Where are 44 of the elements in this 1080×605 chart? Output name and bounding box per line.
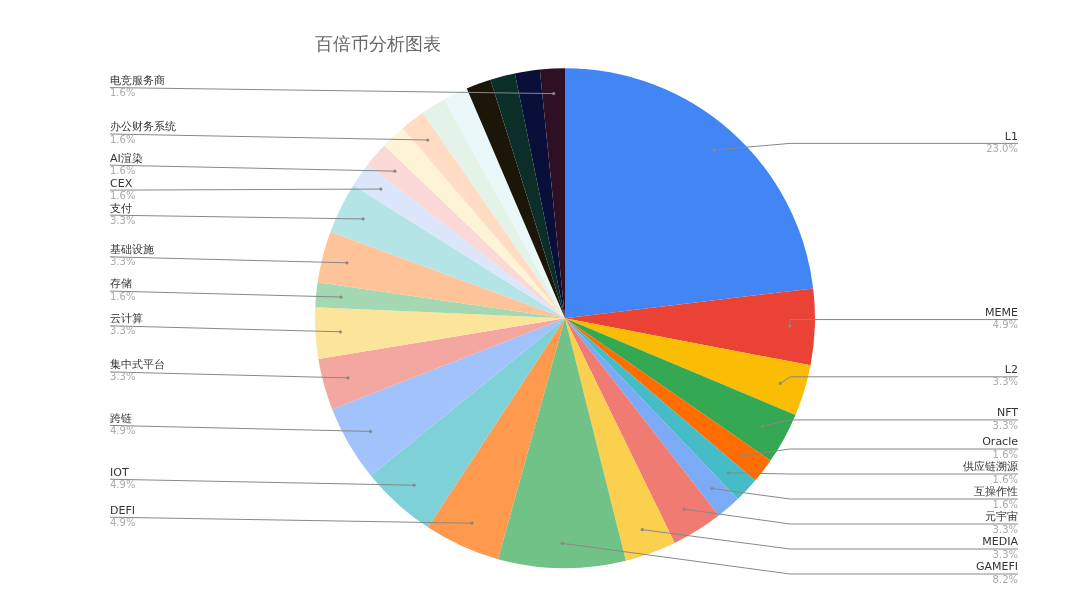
data-label: 1.6% (110, 290, 136, 302)
slice-label: 供应链溯源 (963, 460, 1018, 474)
data-label: 1.6% (110, 164, 136, 176)
data-label: 3.3% (992, 523, 1018, 535)
data-label: 23.0% (986, 143, 1018, 154)
data-label: 8.2% (992, 573, 1018, 585)
data-label: 1.6% (110, 133, 136, 145)
slice-label: 办公财务系统 (110, 120, 176, 134)
slice-label: MEDIA (982, 535, 1019, 549)
data-label: 1.6% (110, 87, 136, 99)
slice-label: NFT (996, 406, 1019, 420)
data-label: 4.9% (110, 516, 136, 528)
slice-label: Oracle (982, 435, 1019, 449)
data-label: 4.9% (110, 425, 136, 437)
slice-label: 跨链 (110, 411, 132, 425)
data-label: 4.9% (110, 478, 136, 490)
data-label: 1.6% (992, 473, 1018, 485)
data-label: 3.3% (992, 419, 1018, 431)
slice-label: 基础设施 (110, 243, 154, 257)
slice-label: L2 (1004, 363, 1018, 377)
data-label: 1.6% (992, 498, 1018, 510)
data-label: 1.6% (992, 448, 1018, 460)
slice-label: CEX (110, 176, 133, 190)
data-label: 3.3% (110, 214, 136, 226)
data-label: 4.9% (992, 319, 1018, 331)
data-label: 1.6% (110, 189, 136, 201)
slice-label: AI渲染 (110, 151, 143, 165)
slice-label: DEFI (110, 503, 135, 517)
slice-label: 集中式平台 (110, 358, 165, 372)
slice-label: 电竞服务商 (110, 73, 165, 87)
slice-label: MEME (985, 305, 1019, 319)
slice-label: 存储 (110, 277, 132, 291)
slice-label: 元宇宙 (985, 510, 1018, 524)
slice-label: IOT (110, 465, 129, 479)
slice-label: L1 (1004, 129, 1018, 143)
chart-title: 百倍币分析图表 (315, 33, 441, 55)
data-label: 3.3% (110, 325, 136, 337)
slice-label: 互操作性 (974, 485, 1018, 499)
slice-label: 支付 (110, 201, 132, 215)
data-label: 3.3% (992, 548, 1018, 560)
slice-label: GAMEFI (975, 560, 1018, 574)
slice-label: 云计算 (110, 312, 143, 326)
data-label: 3.3% (992, 376, 1018, 388)
data-label: 3.3% (110, 256, 136, 268)
